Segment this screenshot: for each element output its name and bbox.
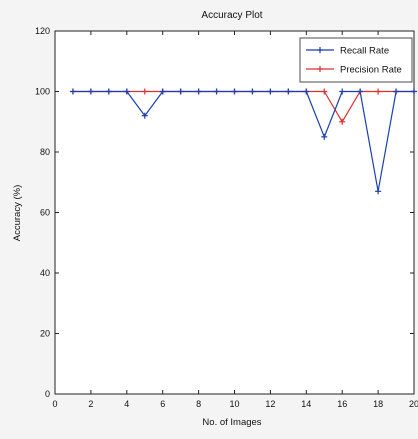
- data-point-recall-rate: [303, 88, 310, 95]
- data-point-recall-rate: [357, 88, 364, 95]
- x-tick-label: 10: [229, 399, 239, 409]
- series-layer: [69, 88, 417, 195]
- data-point-recall-rate: [267, 88, 274, 95]
- data-point-recall-rate: [159, 88, 166, 95]
- y-tick-label: 60: [40, 208, 50, 218]
- x-tick-label: 4: [124, 399, 129, 409]
- legend: Recall Rate Precision Rate: [299, 37, 413, 83]
- y-tick-label: 120: [35, 26, 50, 36]
- data-point-recall-rate: [141, 112, 148, 119]
- data-point-recall-rate: [69, 88, 76, 95]
- plot-frame: [54, 30, 415, 395]
- y-tick-label: 0: [45, 389, 50, 399]
- x-tick-label: 12: [265, 399, 275, 409]
- data-point-precision-rate: [321, 88, 328, 95]
- data-point-recall-rate: [339, 88, 346, 95]
- data-point-recall-rate: [321, 133, 328, 140]
- series-line-recall-rate: [73, 90, 414, 192]
- data-point-recall-rate: [393, 88, 400, 95]
- x-axis-label: No. of Images: [202, 417, 261, 428]
- legend-box: [299, 37, 413, 83]
- x-tick-label: 6: [160, 399, 165, 409]
- data-point-precision-rate: [375, 88, 382, 95]
- y-axis-label: Accuracy (%): [12, 185, 23, 241]
- data-point-recall-rate: [195, 88, 202, 95]
- data-point-recall-rate: [375, 188, 382, 195]
- legend-label: Precision Rate: [340, 65, 402, 76]
- data-point-precision-rate: [141, 88, 148, 95]
- data-point-recall-rate: [249, 88, 256, 95]
- y-tick-label: 20: [40, 329, 50, 339]
- data-point-recall-rate: [177, 88, 184, 95]
- data-point-precision-rate: [339, 118, 346, 125]
- x-tick-label: 0: [52, 399, 57, 409]
- legend-item-precision-rate: Precision Rate: [306, 65, 402, 76]
- axes-layer: 0 2 4 6 8 10 12 14 16 18 20 0 20 40 60 80 100 120: [35, 26, 418, 409]
- y-tick-label: 100: [35, 87, 50, 97]
- x-tick-label: 14: [301, 399, 311, 409]
- x-tick-label: 18: [373, 399, 383, 409]
- x-tick-label: 20: [409, 399, 418, 409]
- data-point-recall-rate: [213, 88, 220, 95]
- data-point-recall-rate: [411, 88, 417, 95]
- data-point-recall-rate: [105, 88, 112, 95]
- data-point-recall-rate: [231, 88, 238, 95]
- data-point-recall-rate: [123, 88, 130, 95]
- y-tick-label: 40: [40, 268, 50, 278]
- data-point-recall-rate: [87, 88, 94, 95]
- data-point-recall-rate: [285, 88, 292, 95]
- legend-label: Recall Rate: [340, 46, 389, 57]
- legend-item-recall-rate: Recall Rate: [306, 46, 389, 57]
- chart-title: Accuracy Plot: [201, 10, 262, 21]
- x-tick-label: 8: [196, 399, 201, 409]
- y-tick-label: 80: [40, 147, 50, 157]
- x-tick-label: 16: [337, 399, 347, 409]
- x-tick-label: 2: [88, 399, 93, 409]
